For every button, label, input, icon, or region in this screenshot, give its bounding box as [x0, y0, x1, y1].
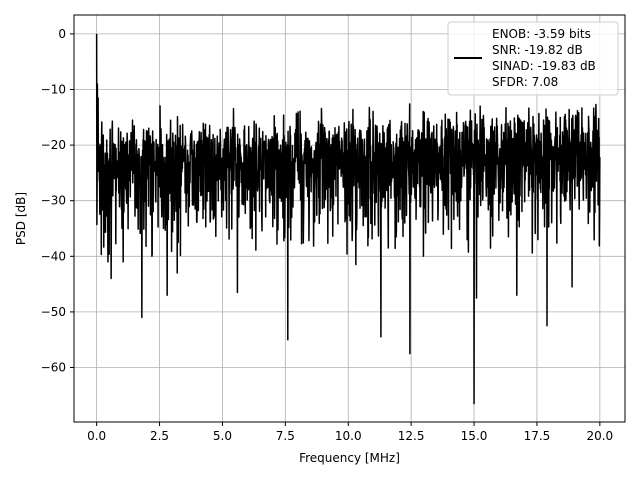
y-axis-label: PSD [dB] — [14, 192, 28, 245]
x-axis-label: Frequency [MHz] — [299, 451, 400, 465]
plot-area — [95, 33, 601, 405]
y-tick-label: −50 — [41, 305, 66, 319]
x-tick-label: 5.0 — [213, 429, 232, 443]
x-tick-label: 2.5 — [150, 429, 169, 443]
legend-box — [447, 21, 619, 96]
x-tick-label: 17.5 — [524, 429, 551, 443]
y-tick-label: −10 — [41, 83, 66, 97]
x-tick-label: 15.0 — [461, 429, 488, 443]
y-tick-label: −20 — [41, 138, 66, 152]
x-tick-label: 20.0 — [586, 429, 613, 443]
legend: ENOB: -3.59 bits SNR: -19.82 dB SINAD: -… — [447, 21, 619, 96]
psd-series-line — [95, 33, 601, 405]
x-tick-label: 7.5 — [276, 429, 295, 443]
y-tick-label: 0 — [58, 27, 66, 41]
y-tick-label: −60 — [41, 361, 66, 375]
y-tick-label: −30 — [41, 194, 66, 208]
axes-frame — [73, 14, 626, 423]
legend-line-sinad: SINAD: -19.83 dB — [492, 59, 596, 73]
legend-line-snr: SNR: -19.82 dB — [492, 43, 583, 57]
x-tick-label: 0.0 — [87, 429, 106, 443]
legend-line-sfdr: SFDR: 7.08 — [492, 75, 558, 89]
y-tick-label: −40 — [41, 249, 66, 263]
x-tick-label: 10.0 — [335, 429, 362, 443]
ticks: 0.0 2.5 5.0 7.5 10.0 12.5 15.0 17.5 20.0 0 −10 −20 −… — [41, 27, 614, 443]
legend-line-enob: ENOB: -3.59 bits — [492, 27, 591, 41]
x-tick-label: 12.5 — [398, 429, 425, 443]
